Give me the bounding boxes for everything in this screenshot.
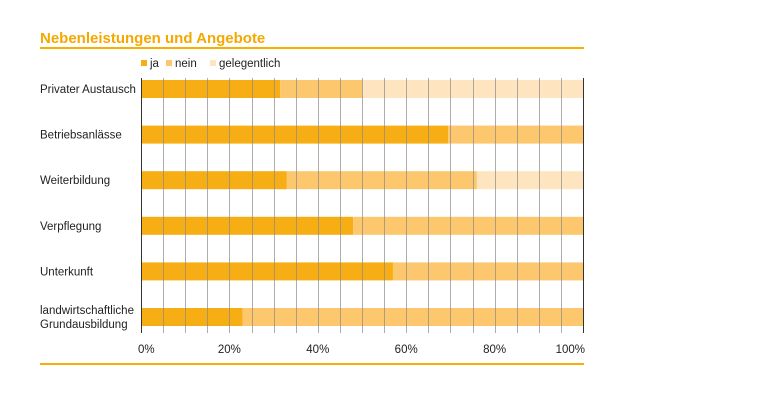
bar-ja-1 [141, 125, 449, 144]
bar-nein-5 [242, 308, 583, 326]
category-label: Verpflegung [40, 221, 101, 233]
tick-labels: 0% 20% 40% 60% 80% 100% [138, 344, 585, 356]
bar-nein-1 [448, 125, 583, 144]
category-label: Betriebsanlässe [40, 130, 122, 142]
bar-ja-4 [141, 262, 393, 281]
category-labels: Privater Austausch Betriebsanlässe Weiterb… [40, 84, 136, 331]
bar-ja-5 [141, 308, 243, 326]
legend-label-ja: ja [149, 58, 160, 70]
legend-swatch-gelegentlich [210, 60, 216, 66]
legend: ja nein gelegentlich [141, 58, 280, 70]
tick-label: 40% [306, 344, 329, 356]
bar-ja-2 [141, 171, 287, 190]
tick-label: 0% [138, 344, 155, 356]
bar-ja-0 [141, 80, 281, 98]
bar-nein-3 [353, 216, 583, 235]
legend-swatch-nein [166, 60, 172, 66]
legend-swatch-ja [141, 60, 147, 66]
bar-gelegentlich-2 [476, 171, 583, 190]
bar-ja-3 [141, 216, 354, 235]
bar-nein-0 [280, 80, 362, 98]
category-label: Privater Austausch [40, 84, 136, 96]
category-label: Grundausbildung [40, 319, 128, 331]
bar-nein-2 [286, 171, 477, 190]
bars [141, 80, 583, 326]
tick-label: 20% [218, 344, 241, 356]
chart-title: Nebenleistungen und Angebote [40, 30, 266, 47]
bar-gelegentlich-0 [362, 80, 583, 98]
tick-label: 80% [483, 344, 506, 356]
gridlines [141, 78, 584, 333]
category-label: Unterkunft [40, 266, 94, 278]
bottom-rule [40, 363, 584, 365]
bar-nein-4 [392, 262, 583, 281]
legend-label-gelegentlich: gelegentlich [219, 58, 280, 70]
legend-label-nein: nein [175, 58, 197, 70]
category-label: Weiterbildung [40, 175, 110, 187]
tick-label: 60% [395, 344, 418, 356]
title-rule [40, 47, 584, 49]
tick-label: 100% [556, 344, 585, 356]
category-label: landwirtschaftliche [40, 305, 134, 317]
